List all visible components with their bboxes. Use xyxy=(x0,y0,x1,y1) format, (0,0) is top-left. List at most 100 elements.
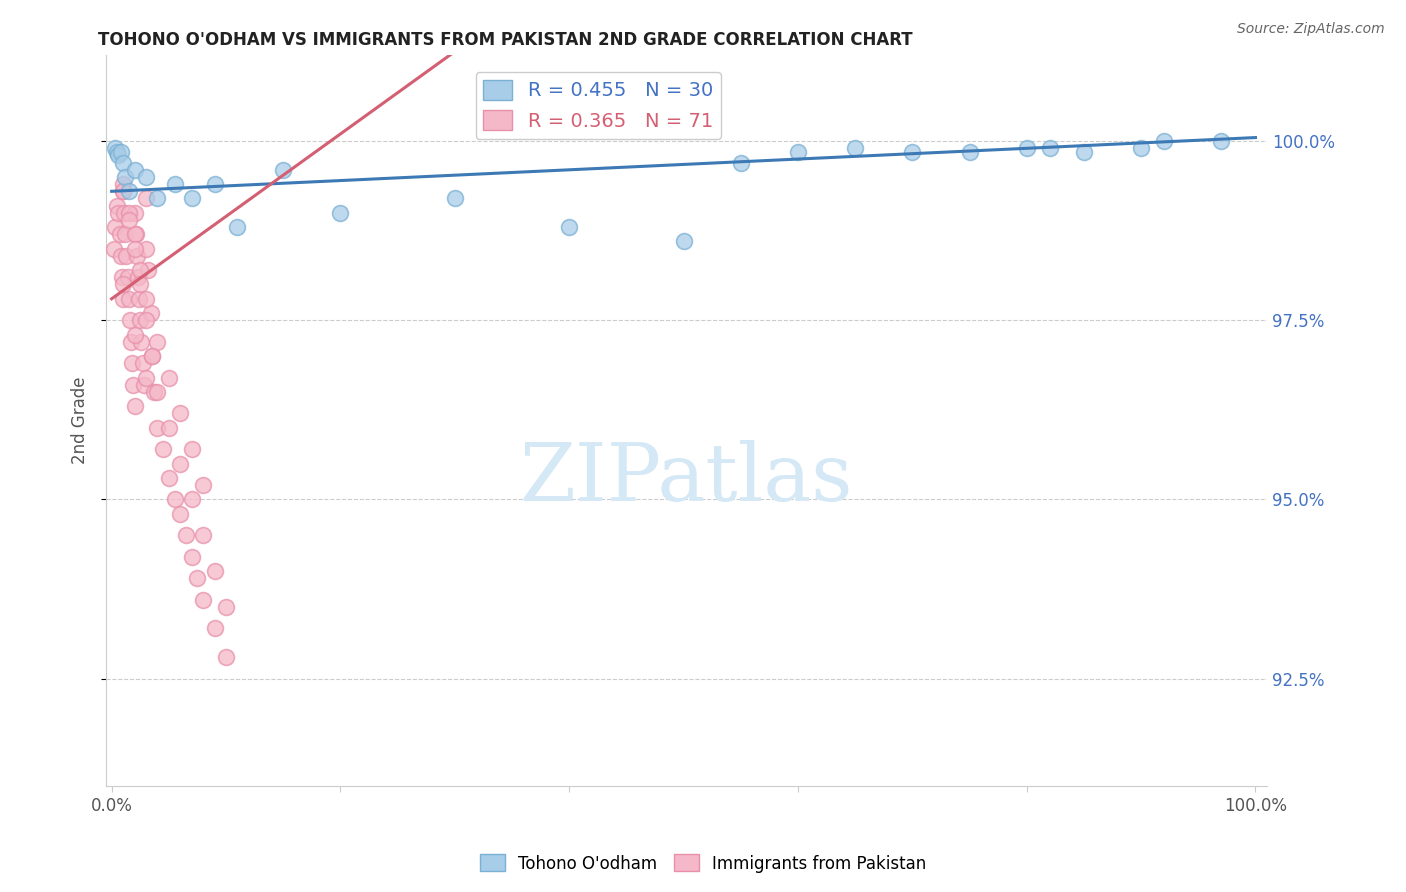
Point xyxy=(124,400,146,414)
Point xyxy=(163,492,186,507)
Point xyxy=(141,349,163,363)
Point xyxy=(135,313,157,327)
Point xyxy=(112,184,135,198)
Point xyxy=(107,206,129,220)
Point xyxy=(110,145,132,159)
Text: TOHONO O'ODHAM VS IMMIGRANTS FROM PAKISTAN 2ND GRADE CORRELATION CHART: TOHONO O'ODHAM VS IMMIGRANTS FROM PAKIST… xyxy=(98,31,912,49)
Point xyxy=(105,145,128,159)
Point xyxy=(110,249,132,263)
Point xyxy=(118,213,141,227)
Point xyxy=(135,242,157,256)
Point xyxy=(135,292,157,306)
Point xyxy=(139,306,162,320)
Point xyxy=(111,270,134,285)
Point xyxy=(131,356,153,370)
Point xyxy=(108,227,131,242)
Point xyxy=(115,249,138,263)
Point xyxy=(112,206,135,220)
Point xyxy=(141,349,163,363)
Point xyxy=(114,227,136,242)
Point xyxy=(1153,134,1175,148)
Point xyxy=(215,599,238,614)
Point xyxy=(104,220,127,235)
Point xyxy=(124,227,146,242)
Point xyxy=(204,177,226,191)
Point xyxy=(180,549,202,564)
Point xyxy=(271,162,294,177)
Point xyxy=(129,313,152,327)
Legend: R = 0.455   N = 30, R = 0.365   N = 71: R = 0.455 N = 30, R = 0.365 N = 71 xyxy=(475,72,721,138)
Point xyxy=(169,407,191,421)
Point xyxy=(131,334,153,349)
Point xyxy=(191,528,214,542)
Point xyxy=(124,206,146,220)
Point xyxy=(129,263,152,277)
Point xyxy=(672,235,695,249)
Point xyxy=(329,206,352,220)
Point xyxy=(125,249,148,263)
Point xyxy=(146,192,169,206)
Point xyxy=(1073,145,1095,159)
Point xyxy=(127,270,149,285)
Point xyxy=(129,277,152,292)
Point xyxy=(128,292,150,306)
Point xyxy=(157,370,180,384)
Point xyxy=(122,377,145,392)
Point xyxy=(174,528,197,542)
Point xyxy=(104,141,127,155)
Text: Source: ZipAtlas.com: Source: ZipAtlas.com xyxy=(1237,22,1385,37)
Point xyxy=(157,471,180,485)
Point xyxy=(730,155,752,169)
Point xyxy=(142,384,165,399)
Point xyxy=(204,622,226,636)
Point xyxy=(135,370,157,384)
Point xyxy=(112,177,135,191)
Point xyxy=(146,334,169,349)
Point xyxy=(124,227,146,242)
Point xyxy=(1015,141,1038,155)
Point xyxy=(117,270,139,285)
Point xyxy=(180,192,202,206)
Text: ZIPatlas: ZIPatlas xyxy=(520,440,853,518)
Point xyxy=(959,145,981,159)
Point xyxy=(215,650,238,665)
Y-axis label: 2nd Grade: 2nd Grade xyxy=(72,377,89,465)
Point xyxy=(191,478,214,492)
Point xyxy=(901,145,924,159)
Point xyxy=(186,571,208,585)
Point xyxy=(191,592,214,607)
Point xyxy=(118,292,141,306)
Legend: Tohono O'odham, Immigrants from Pakistan: Tohono O'odham, Immigrants from Pakistan xyxy=(472,847,934,880)
Point xyxy=(787,145,810,159)
Point xyxy=(1130,141,1153,155)
Point xyxy=(120,334,142,349)
Point xyxy=(105,199,128,213)
Point xyxy=(180,442,202,457)
Point xyxy=(1038,141,1060,155)
Point xyxy=(204,564,226,578)
Point xyxy=(844,141,866,155)
Point xyxy=(180,492,202,507)
Point xyxy=(146,384,169,399)
Point xyxy=(169,507,191,521)
Point xyxy=(112,292,135,306)
Point xyxy=(124,242,146,256)
Point xyxy=(169,457,191,471)
Point xyxy=(132,377,155,392)
Point xyxy=(121,356,143,370)
Point xyxy=(163,177,186,191)
Point xyxy=(136,263,159,277)
Point xyxy=(118,313,141,327)
Point xyxy=(114,169,136,184)
Point xyxy=(157,421,180,435)
Point xyxy=(558,220,581,235)
Point xyxy=(112,184,135,198)
Point xyxy=(124,162,146,177)
Point xyxy=(112,277,135,292)
Point xyxy=(124,327,146,342)
Point xyxy=(135,192,157,206)
Point xyxy=(103,242,125,256)
Point xyxy=(1211,134,1233,148)
Point xyxy=(146,421,169,435)
Point xyxy=(152,442,174,457)
